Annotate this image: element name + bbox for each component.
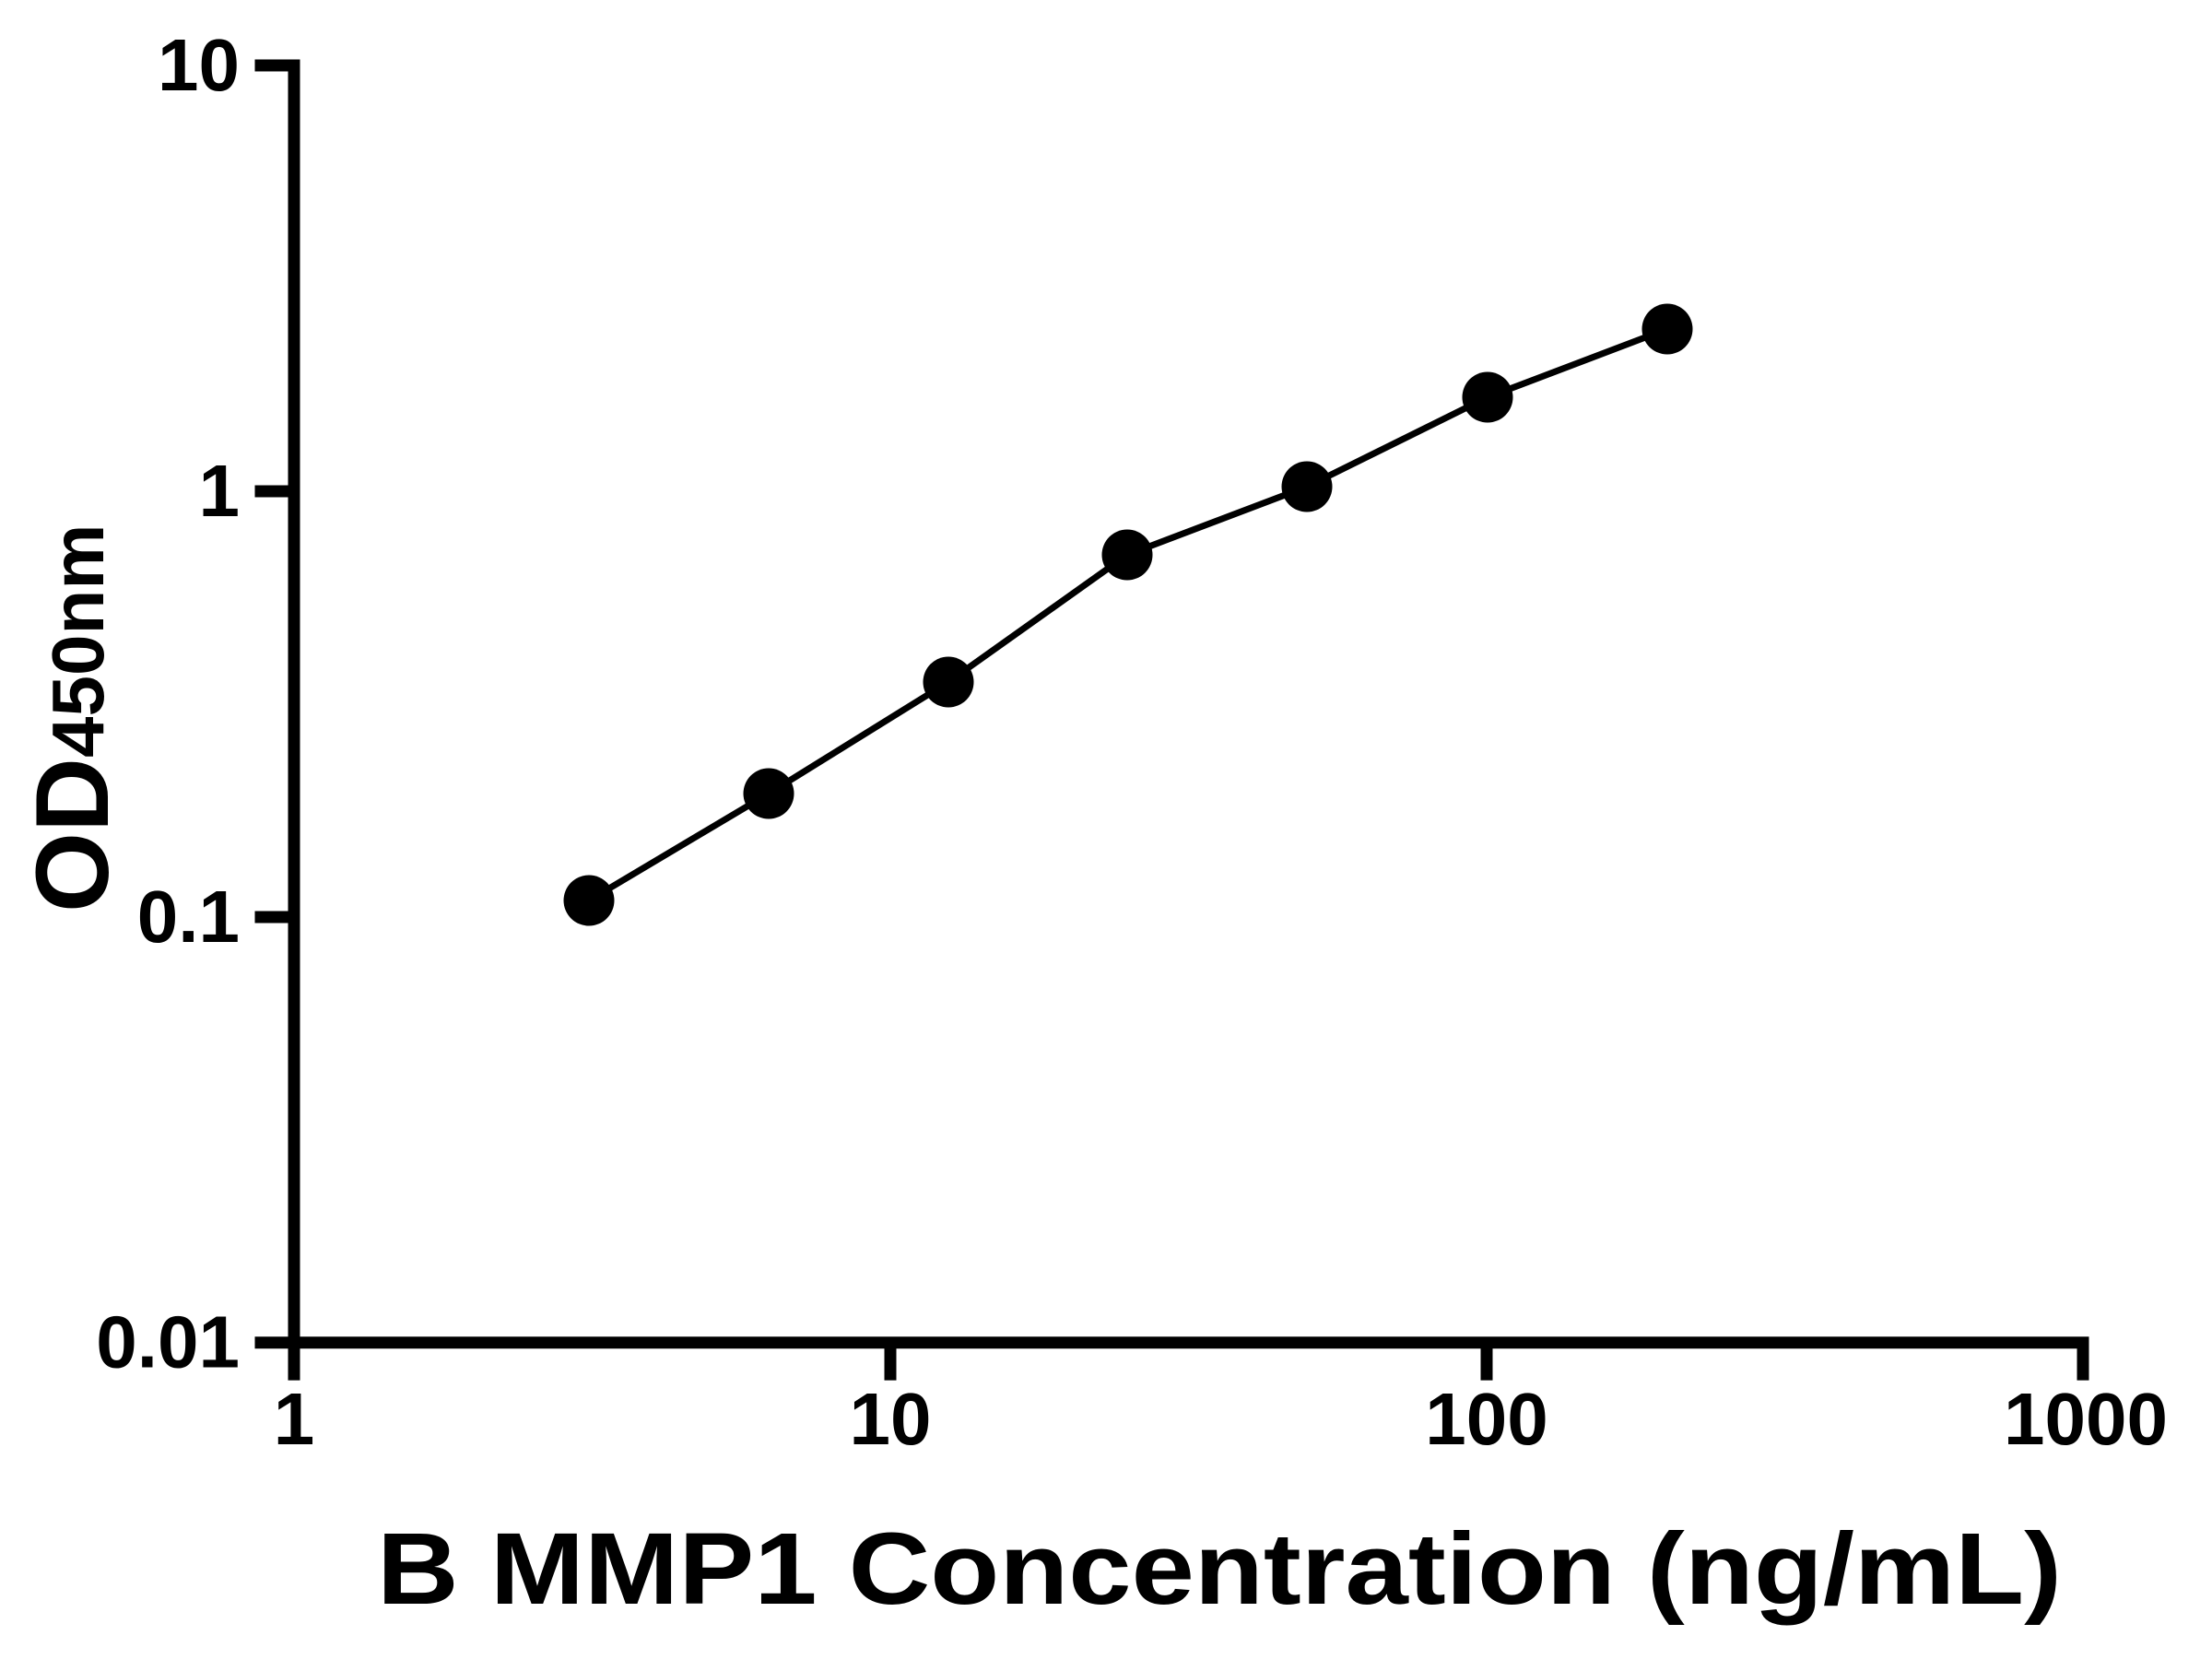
svg-text:1: 1 xyxy=(274,1378,315,1460)
svg-text:10: 10 xyxy=(158,24,240,106)
svg-text:1000: 1000 xyxy=(2004,1378,2168,1460)
svg-text:B MMP1 Concentration (ng/mL): B MMP1 Concentration (ng/mL) xyxy=(377,1512,2062,1626)
svg-text:1: 1 xyxy=(199,450,241,532)
svg-text:0.01: 0.01 xyxy=(96,1301,240,1383)
svg-text:0.1: 0.1 xyxy=(137,876,240,958)
svg-text:10: 10 xyxy=(850,1378,932,1460)
svg-text:100: 100 xyxy=(1425,1378,1547,1460)
